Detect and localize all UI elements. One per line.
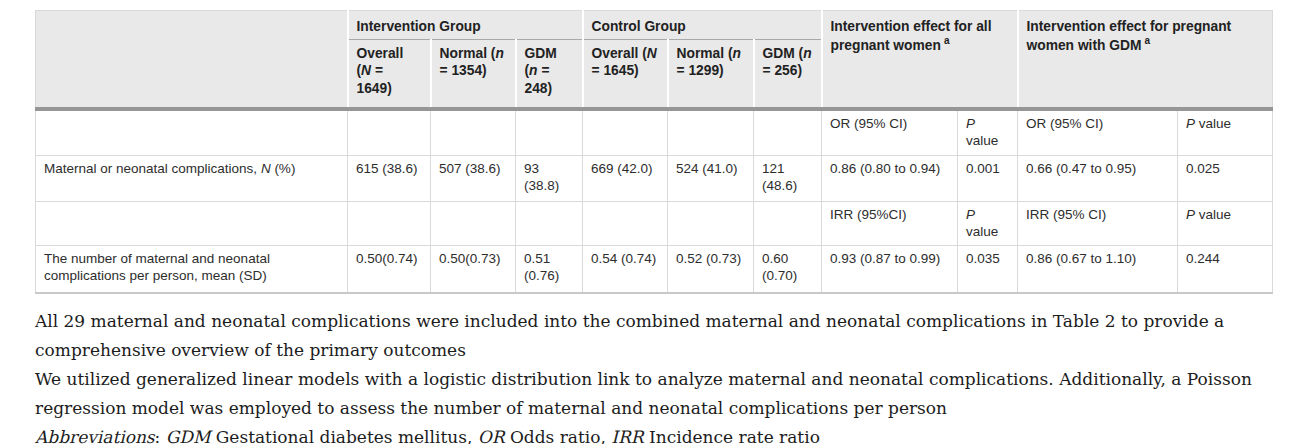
cell-c-gdm: 0.60 (0.70): [754, 246, 822, 293]
cell-p-gdm: 0.244: [1178, 246, 1273, 293]
cell-c-normal: 524 (41.0): [668, 155, 754, 201]
cell-i-gdm: 93 (38.8): [516, 155, 583, 201]
empty-cell: [668, 109, 754, 155]
stat-label-p-gdm: P value: [1178, 109, 1273, 155]
cell-i-normal: 0.50(0.73): [431, 246, 516, 293]
row-label-complications: Maternal or neonatal complications, N (%…: [36, 155, 348, 201]
cell-irr-all: 0.93 (0.87 to 0.99): [822, 246, 958, 293]
outcomes-table: Intervention Group Control Group Interve…: [35, 10, 1273, 294]
col-group-intervention: Intervention Group: [348, 11, 583, 40]
cell-c-overall: 669 (42.0): [583, 155, 668, 201]
cell-c-normal: 0.52 (0.73): [668, 246, 754, 293]
cell-p-gdm: 0.025: [1178, 155, 1273, 201]
empty-cell: [583, 109, 668, 155]
cell-i-overall: 615 (38.6): [348, 155, 431, 201]
cell-c-overall: 0.54 (0.74): [583, 246, 668, 293]
effect-all-label: Intervention effect for all pregnant wom…: [831, 19, 992, 53]
complications-row: Maternal or neonatal complications, N (%…: [36, 155, 1273, 201]
cell-i-gdm: 0.51 (0.76): [516, 246, 583, 293]
cell-c-gdm: 121 (48.6): [754, 155, 822, 201]
cell-p-all: 0.035: [958, 246, 1018, 293]
empty-cell: [754, 109, 822, 155]
footnote-marker-a: a: [944, 35, 950, 46]
col-header-control-gdm: GDM (n = 256): [754, 40, 822, 109]
corner-cell: [36, 11, 348, 109]
cell-or-all: 0.86 (0.80 to 0.94): [822, 155, 958, 201]
empty-cell: [754, 201, 822, 246]
effect-gdm-label: Intervention effect for pregnant women w…: [1027, 19, 1232, 53]
empty-cell: [431, 109, 516, 155]
cell-irr-gdm: 0.86 (0.67 to 1.10): [1018, 246, 1178, 293]
stat-label-irr-gdm: IRR (95% CI): [1018, 201, 1178, 246]
cell-i-overall: 0.50(0.74): [348, 246, 431, 293]
col-header-control-normal: Normal (n = 1299): [668, 40, 754, 109]
cell-i-normal: 507 (38.6): [431, 155, 516, 201]
col-group-effect-gdm: Intervention effect for pregnant women w…: [1018, 11, 1273, 109]
col-header-control-overall: Overall (N = 1645): [583, 40, 668, 109]
col-group-control: Control Group: [583, 11, 822, 40]
stat-label-or-gdm: OR (95% CI): [1018, 109, 1178, 155]
cell-or-gdm: 0.66 (0.47 to 0.95): [1018, 155, 1178, 201]
empty-cell: [583, 201, 668, 246]
stat-label-irr-all: IRR (95%CI): [822, 201, 958, 246]
footnote-marker-a: a: [1145, 35, 1151, 46]
footnote: Abbreviations: GDM Gestational diabetes …: [35, 423, 1275, 444]
empty-cell: [348, 201, 431, 246]
empty-cell: [431, 201, 516, 246]
col-header-intervention-normal: Normal (n = 1354): [431, 40, 516, 109]
col-header-intervention-overall: Overall (N = 1649): [348, 40, 431, 109]
empty-cell: [348, 109, 431, 155]
footnotes: All 29 maternal and neonatal complicatio…: [35, 307, 1275, 444]
row-label-mean-complications: The number of maternal and neonatal comp…: [36, 246, 348, 293]
empty-cell: [668, 201, 754, 246]
empty-cell: [516, 201, 583, 246]
empty-cell: [36, 109, 348, 155]
header-group-row: Intervention Group Control Group Interve…: [36, 11, 1273, 40]
stat-label-or-all: OR (95% CI): [822, 109, 958, 155]
irr-label-row: IRR (95%CI) P value IRR (95% CI) P value: [36, 201, 1273, 246]
paper-table-page: Intervention Group Control Group Interve…: [0, 0, 1302, 444]
stat-label-p-all: P value: [958, 201, 1018, 246]
mean-complications-row: The number of maternal and neonatal comp…: [36, 246, 1273, 293]
cell-p-all: 0.001: [958, 155, 1018, 201]
footnote: We utilized generalized linear models wi…: [35, 365, 1275, 423]
stat-label-p-all: P value: [958, 109, 1018, 155]
col-header-intervention-gdm: GDM (n = 248): [516, 40, 583, 109]
footnote: All 29 maternal and neonatal complicatio…: [35, 307, 1275, 365]
or-label-row: OR (95% CI) P value OR (95% CI) P value: [36, 109, 1273, 155]
empty-cell: [36, 201, 348, 246]
col-group-effect-all: Intervention effect for all pregnant wom…: [822, 11, 1018, 109]
stat-label-p-gdm: P value: [1178, 201, 1273, 246]
empty-cell: [516, 109, 583, 155]
